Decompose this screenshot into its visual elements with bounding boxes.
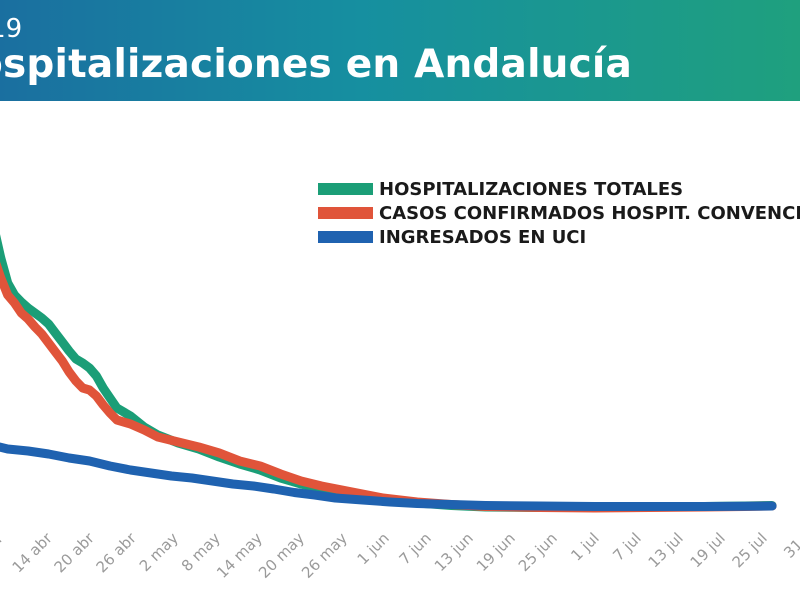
- header-kicker: id-19: [0, 14, 23, 44]
- x-tick-label: 1 jul: [567, 529, 602, 564]
- x-tick-label: 7 jul: [609, 529, 644, 564]
- x-tick-label: 14 may: [213, 529, 266, 582]
- x-tick-label: 19 jul: [687, 529, 729, 571]
- x-tick-label: 20 abr: [51, 529, 99, 577]
- x-tick-label: r: [0, 529, 7, 547]
- legend-swatch-0: [318, 183, 373, 195]
- legend-label-1: CASOS CONFIRMADOS HOSPIT. CONVENCIONAL: [379, 203, 800, 224]
- x-tick-label: 25 jul: [729, 529, 771, 571]
- legend-label-2: INGRESADOS EN UCI: [379, 227, 586, 248]
- legend-swatch-2: [318, 231, 373, 243]
- x-tick-label: 2 may: [136, 529, 182, 575]
- legend-swatch-1: [318, 207, 373, 219]
- legend-label-0: HOSPITALIZACIONES TOTALES: [379, 179, 683, 200]
- x-tick-label: 13 jun: [431, 529, 477, 575]
- chart-legend: HOSPITALIZACIONES TOTALES CASOS CONFIRMAD…: [318, 179, 800, 248]
- x-tick-label: 26 abr: [93, 529, 141, 577]
- x-tick-label: 31 j: [780, 529, 800, 562]
- x-tick-label: 13 jul: [645, 529, 687, 571]
- x-tick-label: 25 jun: [515, 529, 561, 575]
- x-tick-label: 19 jun: [473, 529, 519, 575]
- x-tick-label: 1 jun: [354, 529, 393, 568]
- x-tick-label: 7 jun: [396, 529, 435, 568]
- series-lines: [0, 234, 777, 513]
- page-title: ospitalizaciones en Andalucía: [0, 42, 633, 87]
- series-line-2: [0, 442, 777, 511]
- x-tick-label: 14 abr: [9, 529, 57, 577]
- x-tick-label: 26 may: [298, 529, 351, 582]
- line-chart: HOSPITALIZACIONES TOTALES CASOS CONFIRMAD…: [0, 179, 800, 582]
- x-tick-label: 20 may: [255, 529, 308, 582]
- header-banner: id-19 ospitalizaciones en Andalucía: [0, 0, 800, 101]
